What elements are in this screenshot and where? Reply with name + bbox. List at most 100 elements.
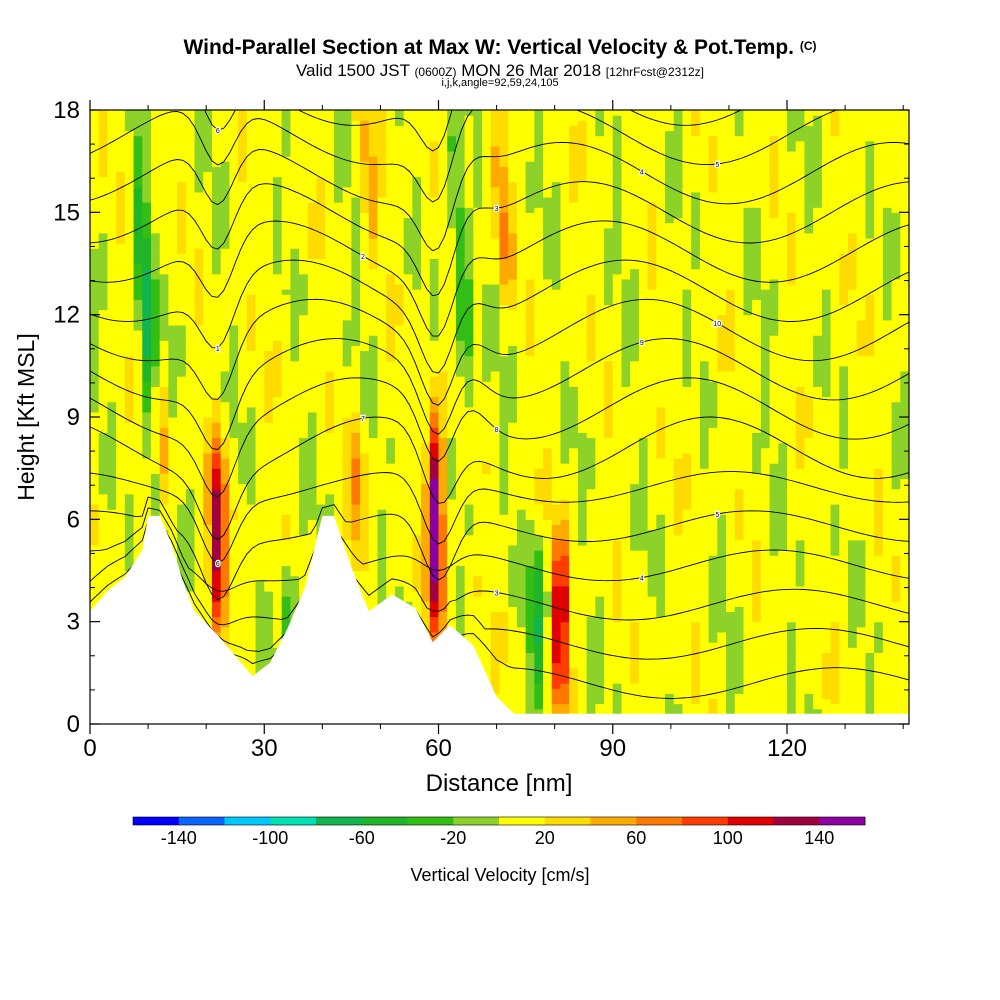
velocity-cell — [386, 468, 396, 474]
velocity-cell — [90, 422, 100, 428]
velocity-cell — [333, 319, 344, 326]
velocity-cell — [299, 283, 309, 290]
velocity-cell — [177, 191, 187, 198]
velocity-cell — [116, 237, 126, 244]
velocity-cell — [394, 217, 405, 224]
velocity-cell — [342, 268, 352, 275]
velocity-cell — [360, 463, 370, 469]
velocity-cell — [351, 196, 361, 203]
velocity-cell — [386, 509, 396, 515]
velocity-cell — [299, 447, 309, 454]
velocity-cell — [438, 529, 448, 536]
velocity-cell — [307, 509, 318, 515]
velocity-cell — [90, 601, 100, 607]
velocity-cell — [333, 135, 344, 142]
velocity-cell — [386, 140, 396, 147]
velocity-cell — [421, 130, 431, 137]
velocity-cell — [351, 212, 361, 219]
velocity-cell — [124, 248, 135, 254]
velocity-cell — [307, 243, 318, 249]
velocity-cell — [255, 391, 265, 398]
velocity-cell — [246, 171, 257, 178]
velocity-cell — [403, 370, 413, 377]
velocity-cell — [438, 411, 448, 418]
velocity-cell — [429, 631, 440, 638]
velocity-cell — [264, 381, 274, 387]
velocity-cell — [177, 503, 187, 510]
velocity-cell — [438, 483, 448, 490]
velocity-cell — [107, 217, 117, 224]
velocity-cell — [264, 596, 274, 602]
velocity-cell — [272, 468, 283, 474]
velocity-cell — [142, 150, 152, 157]
velocity-cell — [116, 278, 126, 285]
velocity-cell — [316, 294, 326, 300]
velocity-cell — [342, 283, 352, 290]
velocity-cell — [246, 437, 257, 444]
velocity-cell — [168, 493, 178, 500]
velocity-cell — [194, 519, 204, 526]
velocity-cell — [290, 585, 300, 592]
velocity-cell — [429, 626, 440, 633]
velocity-cell — [272, 417, 283, 423]
velocity-cell — [229, 145, 239, 152]
velocity-cell — [98, 503, 109, 510]
valid-utc: (0600Z) — [414, 65, 457, 79]
velocity-cell — [368, 263, 379, 270]
velocity-cell — [150, 437, 161, 444]
velocity-cell — [246, 544, 257, 551]
velocity-cell — [133, 463, 143, 469]
velocity-cell — [211, 130, 222, 137]
velocity-cell — [255, 524, 265, 531]
velocity-cell — [368, 560, 379, 566]
velocity-cell — [264, 135, 274, 142]
velocity-cell — [351, 294, 361, 300]
velocity-cell — [403, 355, 413, 362]
velocity-cell — [333, 253, 344, 259]
velocity-cell — [351, 447, 361, 454]
velocity-cell — [272, 427, 283, 433]
velocity-cell — [194, 386, 204, 393]
velocity-cell — [386, 539, 396, 546]
velocity-cell — [290, 330, 300, 336]
velocity-cell — [177, 166, 187, 172]
velocity-cell — [307, 493, 318, 500]
velocity-cell — [429, 637, 440, 643]
velocity-cell — [220, 544, 231, 551]
velocity-cell — [229, 365, 239, 372]
velocity-cell — [299, 575, 309, 582]
velocity-cell — [185, 156, 196, 162]
velocity-cell — [264, 478, 274, 485]
velocity-cell — [264, 120, 274, 126]
velocity-cell — [229, 125, 239, 132]
velocity-cell — [386, 289, 396, 295]
velocity-cell — [107, 314, 117, 321]
velocity-cell — [142, 263, 152, 270]
velocity-cell — [177, 171, 187, 178]
velocity-cell — [150, 253, 161, 259]
velocity-cell — [316, 110, 326, 116]
velocity-cell — [220, 299, 231, 306]
velocity-cell — [246, 463, 257, 469]
velocity-cell — [107, 273, 117, 280]
velocity-cell — [255, 606, 265, 613]
velocity-cell — [403, 555, 413, 561]
velocity-cell — [412, 529, 422, 536]
velocity-cell — [211, 519, 222, 526]
velocity-cell — [421, 340, 431, 346]
velocity-cell — [203, 335, 213, 341]
velocity-cell — [447, 370, 457, 377]
velocity-cell — [281, 447, 291, 454]
velocity-cell — [90, 498, 100, 505]
velocity-cell — [377, 422, 387, 428]
velocity-cell — [438, 406, 448, 413]
velocity-cell — [264, 488, 274, 495]
velocity-cell — [90, 258, 100, 265]
velocity-cell — [307, 544, 318, 551]
velocity-cell — [177, 478, 187, 485]
velocity-cell — [368, 386, 379, 393]
velocity-cell — [185, 166, 196, 172]
velocity-cell — [342, 550, 352, 556]
velocity-cell — [177, 539, 187, 546]
velocity-cell — [377, 110, 387, 116]
